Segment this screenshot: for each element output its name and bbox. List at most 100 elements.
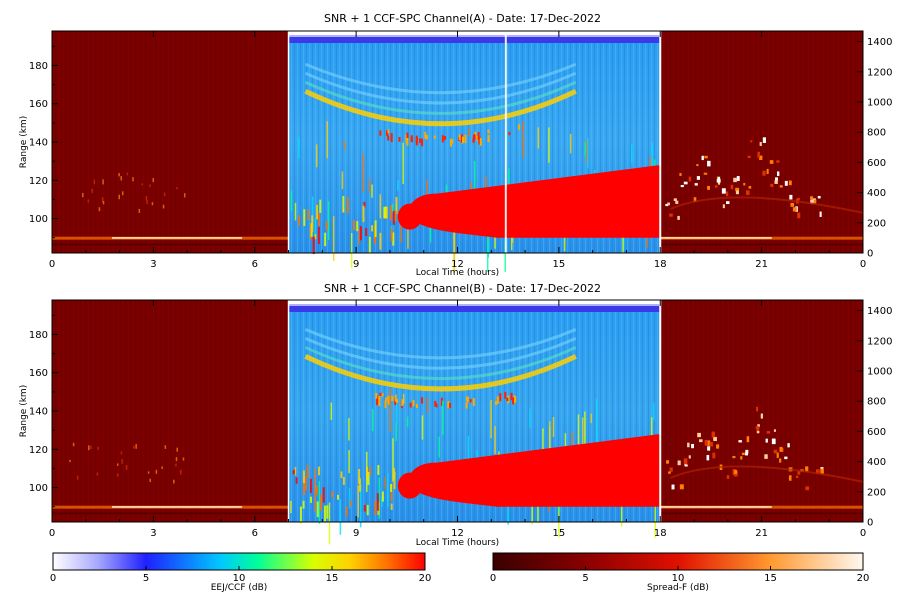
noise-streak — [311, 196, 314, 227]
spread-f-plume — [679, 172, 682, 177]
spread-f-plume — [734, 469, 738, 475]
eej-early-patch — [390, 228, 393, 242]
noise-streak — [468, 128, 470, 136]
spread-f-plume — [726, 475, 730, 479]
spread-f-speckle — [155, 469, 158, 474]
x-tick-label: 0 — [860, 259, 866, 270]
noise-streak — [654, 502, 657, 538]
y2-tick-label: 400 — [867, 188, 886, 199]
spread-f-speckle — [138, 208, 141, 214]
spread-f-plume — [819, 211, 822, 217]
spread-f-plume — [699, 439, 703, 443]
ccf-hotspot — [447, 401, 450, 409]
eej-early-patch — [342, 195, 345, 213]
noise-streak — [290, 500, 292, 513]
eej-early-patch — [318, 466, 321, 476]
noise-streak — [595, 398, 598, 444]
eej-early-patch — [359, 226, 362, 241]
y-tick-label: 140 — [29, 407, 48, 418]
x-tick-label: 3 — [150, 528, 156, 539]
spread-f-speckle — [91, 188, 93, 193]
noise-streak — [339, 499, 342, 535]
y2-tick-label: 1400 — [867, 306, 892, 317]
spread-f-speckle — [133, 445, 135, 449]
ccf-hotspot — [434, 400, 437, 407]
ccf-hotspot — [458, 134, 461, 141]
y2-tick-label: 1000 — [867, 366, 892, 377]
spread-f-plume — [741, 452, 745, 456]
eej-early-patch — [363, 201, 366, 208]
spread-f-plume — [736, 176, 740, 182]
ccf-hotspot — [472, 398, 475, 407]
spread-f-speckle — [98, 207, 101, 212]
eej-early-patch — [331, 491, 334, 498]
spread-f-speckle — [175, 463, 177, 467]
ccf-hotspot — [506, 397, 509, 402]
spread-f-speckle — [87, 199, 90, 203]
colorbar-tick-label: 20 — [419, 573, 432, 584]
spread-f-plume — [722, 204, 725, 209]
spread-f-plume — [683, 181, 688, 185]
colorbar-tick-label: 20 — [857, 573, 870, 584]
spread-f-plume — [757, 151, 760, 158]
spread-f-speckle — [116, 473, 119, 477]
noise-streak — [343, 140, 346, 150]
spread-f-plume — [771, 438, 776, 445]
eej-early-patch — [322, 487, 325, 503]
ccf-hotspot — [378, 395, 381, 401]
noise-streak — [577, 414, 580, 451]
spread-f-speckle — [120, 451, 123, 455]
ccf-hotspot — [451, 139, 454, 144]
noise-streak — [384, 477, 387, 489]
ccf-hotspot — [499, 393, 502, 402]
spread-f-plume — [704, 439, 708, 446]
spread-f-plume — [679, 484, 684, 490]
ccf-hotspot — [390, 133, 393, 143]
noise-streak — [508, 168, 510, 201]
noise-streak — [510, 230, 513, 251]
spread-f-plume — [743, 182, 746, 186]
ccf-hotspot — [496, 396, 499, 404]
spread-f-plume — [707, 446, 711, 451]
eej-early-patch — [358, 469, 361, 484]
y-axis-label: Range (km) — [19, 116, 29, 168]
spread-f-speckle — [116, 463, 119, 466]
spread-f-plume — [784, 180, 788, 186]
eej-early-patch — [314, 234, 317, 240]
spread-f-plume — [675, 200, 679, 204]
spread-f-plume — [745, 452, 749, 456]
spread-f-speckle — [87, 445, 90, 451]
eej-early-patch — [358, 478, 361, 492]
ccf-hotspot — [376, 396, 379, 406]
spread-f-texture — [660, 300, 863, 522]
noise-streak — [402, 142, 404, 185]
e-region-trace-bright — [112, 237, 243, 239]
noise-streak — [391, 203, 394, 213]
ccf-hotspot — [450, 138, 453, 147]
ccf-hotspot — [472, 138, 475, 143]
spread-f-speckle — [180, 469, 182, 475]
ccf-hotspot — [433, 135, 436, 139]
trace-shadow — [52, 512, 289, 515]
noise-streak — [558, 493, 560, 538]
noise-streak — [620, 498, 623, 527]
spread-f-plume — [797, 212, 801, 219]
eej-early-patch — [303, 480, 306, 496]
x-tick-label: 0 — [860, 528, 866, 539]
noise-streak — [585, 140, 588, 164]
eej-early-patch — [295, 477, 298, 484]
spread-f-plume — [779, 458, 782, 463]
spread-f-plume — [683, 458, 688, 465]
spread-f-plume — [817, 195, 821, 199]
eej-early-patch — [349, 500, 352, 507]
eej-early-patch — [376, 493, 379, 511]
noise-streak — [328, 502, 331, 545]
eej-early-patch — [337, 494, 340, 500]
spread-f-plume — [716, 444, 720, 449]
spread-f-speckle — [102, 179, 104, 185]
eej-early-patch — [312, 236, 315, 255]
noise-streak — [371, 184, 373, 198]
noise-streak — [473, 160, 476, 189]
ccf-hotspot — [435, 403, 438, 408]
ccf-arc-band — [304, 354, 577, 392]
